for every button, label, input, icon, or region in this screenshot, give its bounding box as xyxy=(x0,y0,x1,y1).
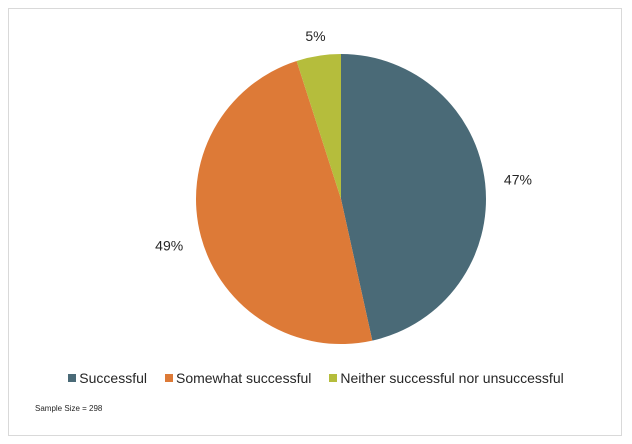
data-label-neither: 5% xyxy=(305,28,325,44)
pie-slice-successful xyxy=(341,54,487,341)
pie-slice-somewhat-successful xyxy=(195,60,373,345)
legend-swatch-successful xyxy=(68,374,77,382)
legend: Successful Somewhat successful Neither s… xyxy=(0,370,632,386)
data-label-somewhat-successful: 49% xyxy=(155,238,183,254)
legend-swatch-neither xyxy=(329,374,338,382)
data-label-successful: 47% xyxy=(504,172,532,188)
legend-label-somewhat-successful: Somewhat successful xyxy=(175,370,312,386)
legend-label-neither: Neither successful nor unsuccessful xyxy=(340,370,564,386)
legend-label-successful: Successful xyxy=(79,370,147,386)
legend-item-successful: Successful xyxy=(68,370,147,386)
pie-slice-neither xyxy=(296,54,341,199)
legend-swatch-somewhat-successful xyxy=(164,374,173,382)
legend-item-somewhat-successful: Somewhat successful xyxy=(164,370,312,386)
sample-size-note: Sample Size = 298 xyxy=(35,404,103,413)
legend-item-neither: Neither successful nor unsuccessful xyxy=(329,370,564,386)
